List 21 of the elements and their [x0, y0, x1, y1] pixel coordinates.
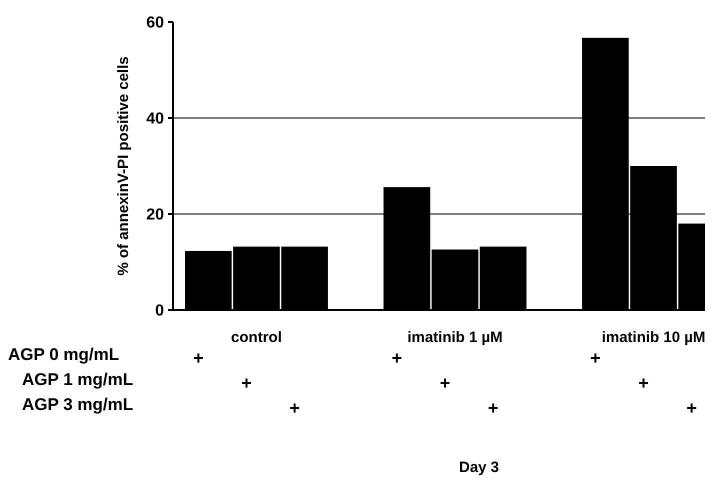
- y-tick-label: 60: [146, 14, 164, 32]
- x-tick-label: control: [231, 329, 282, 346]
- text: AGP 1 mg/mL: [22, 370, 134, 389]
- text: +: [392, 348, 402, 368]
- text: +: [193, 348, 204, 368]
- y-axis-title: % of annexinV-PI positive cells: [115, 56, 132, 276]
- y-tick-label: 20: [146, 206, 164, 224]
- y-tick-label: 0: [155, 302, 164, 320]
- text: +: [241, 373, 252, 393]
- text: +: [488, 398, 498, 418]
- text: +: [590, 348, 601, 368]
- text: +: [686, 398, 697, 418]
- x-tick-label: imatinib 1 µM: [407, 329, 503, 346]
- text: Day 3: [458, 459, 500, 476]
- text: +: [289, 398, 300, 418]
- text: AGP 3 mg/mL: [22, 395, 134, 414]
- text: +: [440, 373, 450, 393]
- y-tick-label: 40: [146, 110, 164, 128]
- x-tick-label: imatinib 10 µM: [602, 329, 706, 346]
- text: AGP 0 mg/mL: [8, 345, 120, 364]
- text: +: [638, 373, 649, 393]
